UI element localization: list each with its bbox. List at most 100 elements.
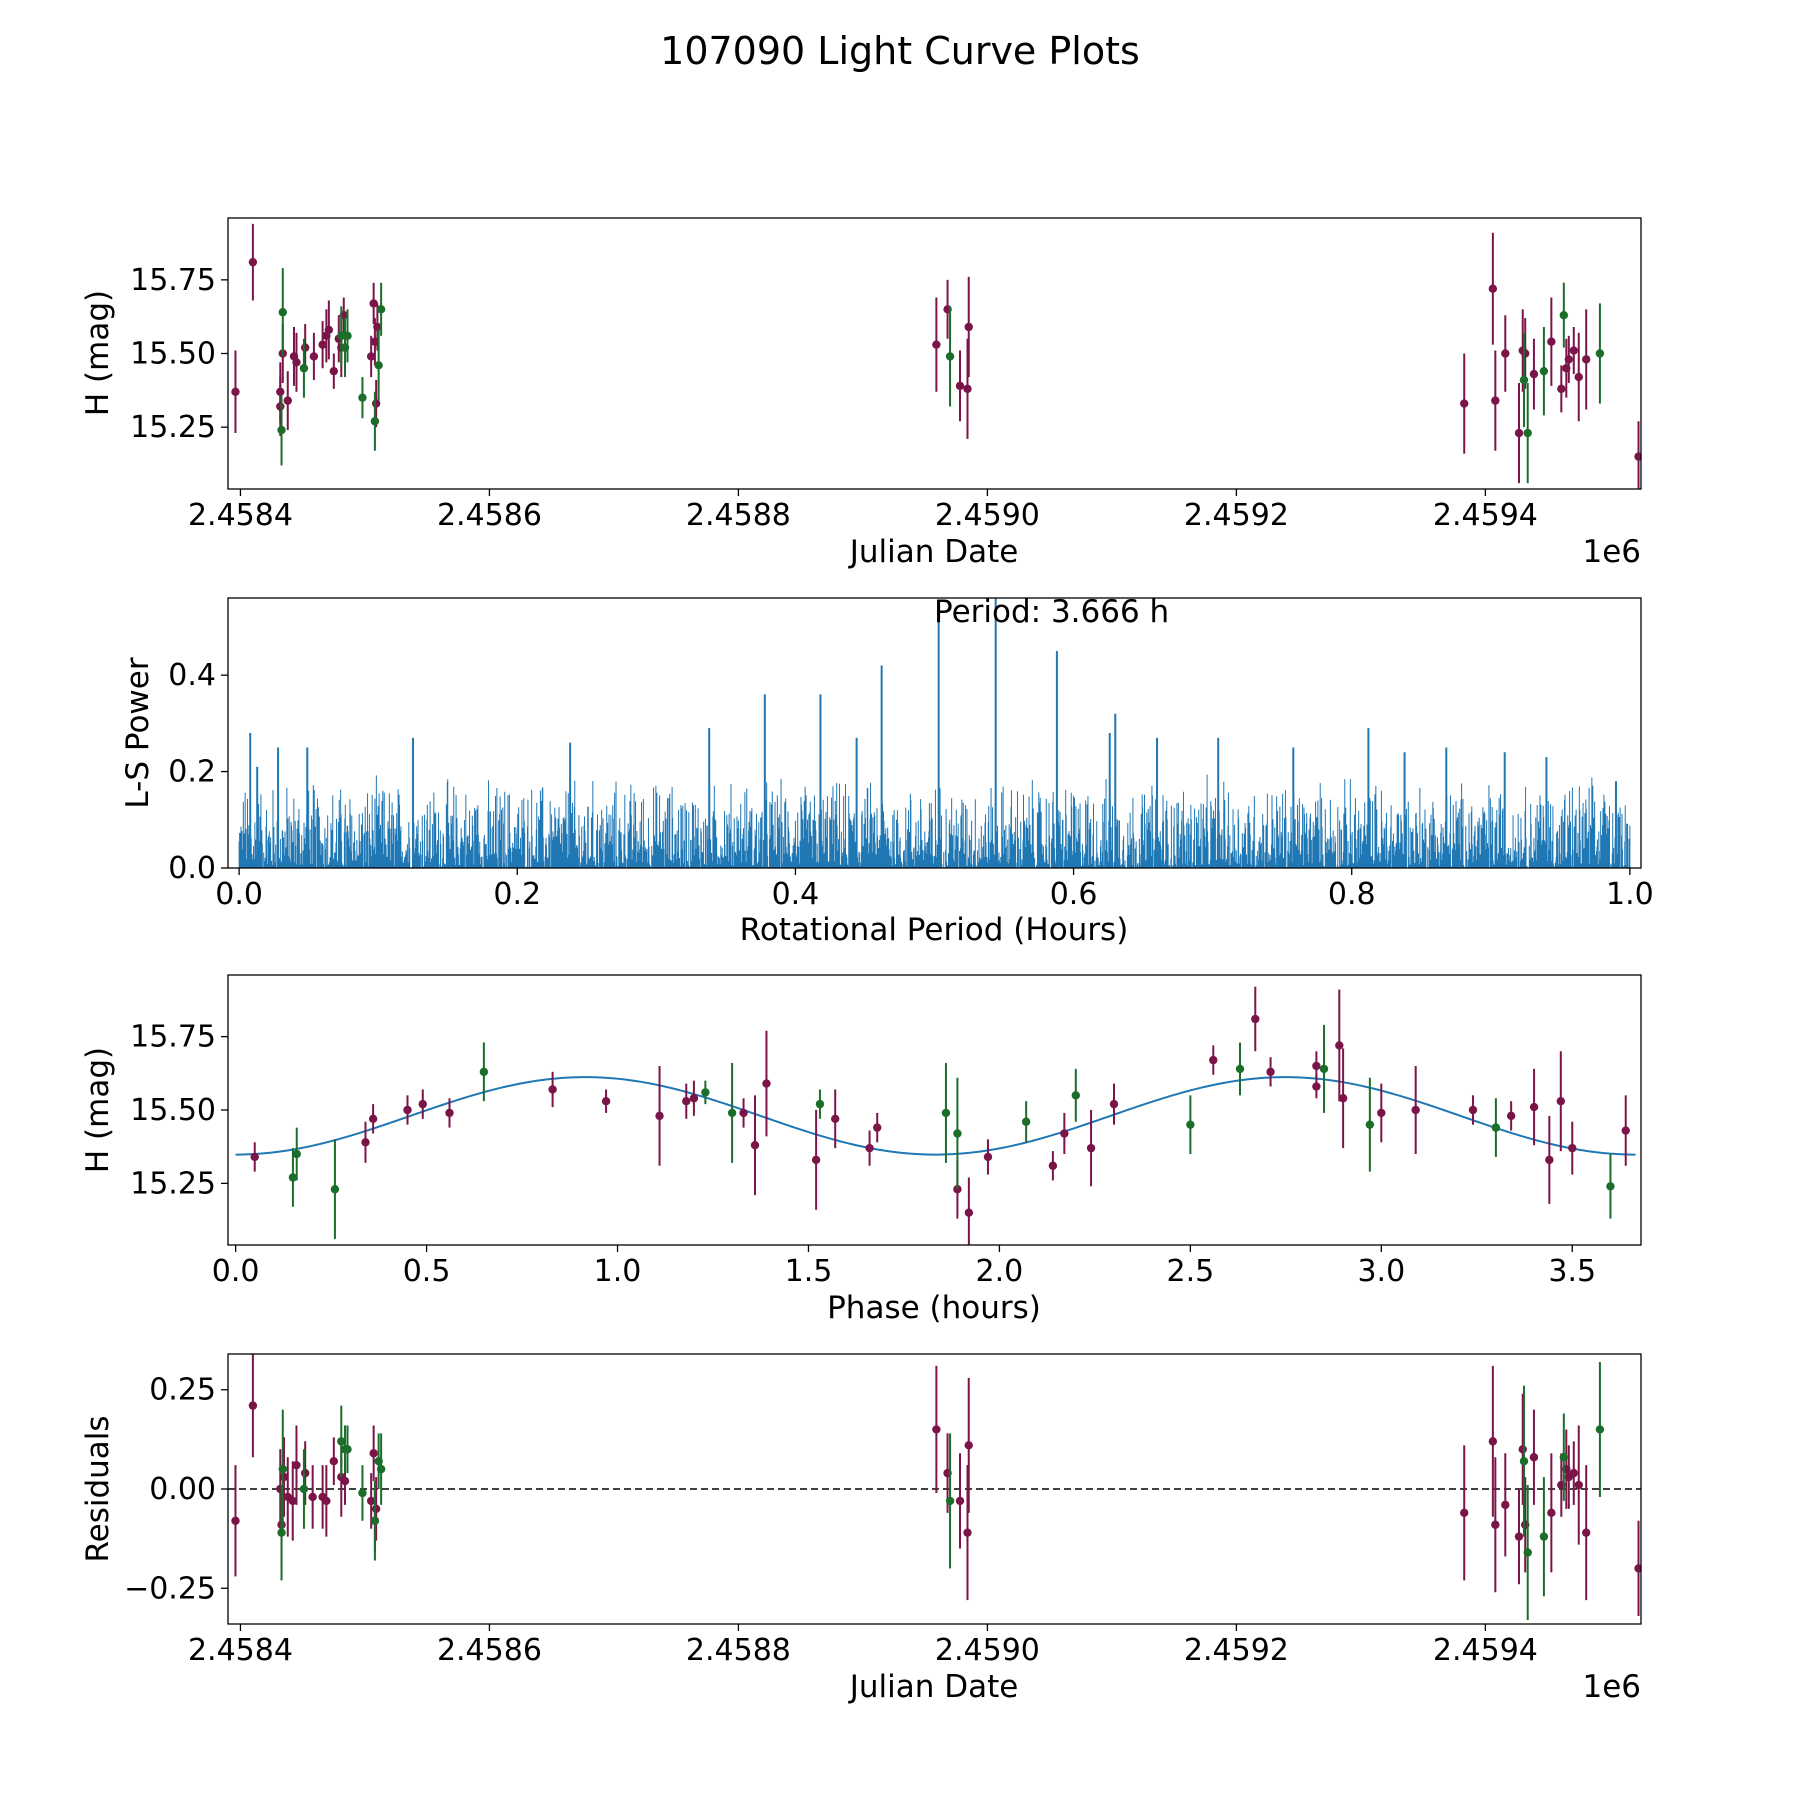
phased-point-red: [1048, 1161, 1058, 1170]
residuals-point-red: [1491, 1520, 1500, 1529]
residuals-point-green: [1539, 1532, 1549, 1541]
phased-ytick-label: 15.25: [130, 1166, 216, 1201]
residuals-point-red: [322, 1496, 331, 1506]
phased-point-red: [1266, 1067, 1275, 1077]
lightcurve-point-red: [1491, 396, 1500, 405]
figure-title: 107090 Light Curve Plots: [660, 29, 1140, 73]
residuals-xtick-label: 2.4592: [1184, 1633, 1289, 1668]
lightcurve-point-red: [1569, 346, 1578, 355]
phased-point-green: [1319, 1064, 1329, 1074]
phased-xtick-label: 3.5: [1548, 1254, 1596, 1289]
residuals-point-red: [1460, 1508, 1469, 1518]
phased-xtick-label: 0.0: [212, 1254, 260, 1289]
lightcurve-point-red: [371, 399, 381, 408]
periodogram-ylabel: L-S Power: [120, 657, 156, 808]
residuals-point-red: [369, 1449, 378, 1458]
phased-fit-curve: [235, 1076, 1636, 1156]
lightcurve-point-green: [1523, 428, 1532, 438]
lightcurve-point-red: [955, 381, 965, 391]
periodogram-ytick-label: 0.0: [168, 851, 216, 886]
phased-point-red: [1338, 1094, 1348, 1103]
lightcurve-xtick-label: 2.4586: [437, 498, 542, 533]
phased-point-green: [1186, 1120, 1195, 1129]
residuals-offset-label: 1e6: [1582, 1669, 1641, 1705]
phased-point-green: [1021, 1117, 1031, 1126]
lightcurve-point-red: [366, 352, 376, 361]
lightcurve-point-red: [300, 343, 310, 352]
phased-point-red: [1312, 1061, 1321, 1071]
periodogram-ytick-label: 0.2: [168, 755, 216, 790]
residuals-point-green: [1595, 1425, 1605, 1434]
lightcurve-point-red: [292, 358, 301, 367]
lightcurve-point-red: [1460, 399, 1469, 408]
phased-point-red: [964, 1208, 974, 1217]
residuals-point-green: [370, 1516, 380, 1525]
residuals-point-red: [1488, 1437, 1498, 1446]
phased-ylabel: H (mag): [80, 1047, 116, 1173]
residuals-point-red: [963, 1528, 972, 1537]
phased-point-red: [601, 1096, 611, 1106]
residuals-point-red: [1514, 1532, 1524, 1541]
phased-xtick-label: 3.0: [1357, 1254, 1405, 1289]
residuals-point-red: [248, 1401, 258, 1410]
periodogram-marks: [238, 598, 1631, 868]
periodogram-xlabel: Rotational Period (Hours): [740, 912, 1129, 948]
phased-point-red: [1312, 1082, 1321, 1091]
lightcurve-point-green: [1539, 366, 1549, 376]
residuals-xlabel: Julian Date: [848, 1669, 1019, 1705]
lightcurve-offset-label: 1e6: [1582, 534, 1641, 570]
phased-point-green: [479, 1067, 489, 1077]
phased-ytick-label: 15.50: [130, 1093, 216, 1128]
residuals-point-green: [1559, 1453, 1569, 1462]
lightcurve-panel: 2.4584 2.4586 2.4588 2.4590 2.4592 2.4594 15.2…: [80, 217, 1642, 570]
lightcurve-point-red: [231, 387, 240, 396]
residuals-ytick-label: 0.25: [149, 1373, 216, 1408]
residuals-point-green: [945, 1496, 955, 1506]
phased-point-red: [548, 1085, 557, 1094]
phased-point-green: [727, 1108, 737, 1118]
lightcurve-point-red: [1634, 452, 1641, 461]
lightcurve-point-green: [370, 417, 380, 426]
lightcurve-xtick-label: 2.4584: [188, 498, 293, 533]
phased-point-red: [1468, 1105, 1478, 1115]
phased-point-red: [1335, 1041, 1344, 1050]
phased-point-red: [831, 1114, 840, 1124]
phased-point-green: [292, 1149, 301, 1159]
phased-point-green: [953, 1129, 962, 1138]
residuals-ytick-label: −0.25: [124, 1571, 216, 1606]
residuals-xtick-label: 2.4590: [935, 1633, 1040, 1668]
phased-xtick-label: 1.5: [785, 1254, 833, 1289]
residuals-point-red: [340, 1476, 350, 1486]
lightcurve-point-green: [1595, 349, 1605, 358]
phased-point-red: [1377, 1108, 1386, 1118]
periodogram-xtick-label: 0.6: [1050, 877, 1098, 912]
residuals-point-red: [371, 1504, 381, 1514]
lightcurve-point-green: [337, 331, 346, 341]
residuals-ticks: 2.4584 2.4586 2.4588 2.4590 2.4592 2.4594 −0.2…: [124, 1373, 1538, 1668]
residuals-point-green: [299, 1484, 309, 1494]
lightcurve-ytick-label: 15.75: [130, 263, 216, 298]
lightcurve-point-red: [309, 352, 319, 361]
phased-point-red: [762, 1079, 771, 1088]
lightcurve-ytick-label: 15.50: [130, 337, 216, 372]
lightcurve-xtick-label: 2.4594: [1433, 498, 1538, 533]
lightcurve-point-red: [1521, 349, 1530, 358]
periodogram-xtick-label: 0.8: [1328, 877, 1376, 912]
phased-point-green: [1071, 1091, 1081, 1100]
phased-point-red: [361, 1138, 370, 1147]
phased-xtick-label: 0.5: [403, 1254, 451, 1289]
lightcurve-point-red: [324, 325, 334, 335]
lightcurve-point-green: [358, 393, 367, 402]
residuals-panel: 2.4584 2.4586 2.4588 2.4590 2.4592 2.4594 −0.2…: [80, 1353, 1642, 1705]
residuals-ylabel: Residuals: [80, 1415, 116, 1562]
phased-point-red: [873, 1123, 882, 1132]
periodogram-frame: [227, 597, 1642, 869]
lightcurve-point-green: [343, 331, 352, 341]
phased-panel: 0.0 0.5 1.0 1.5 2.0 2.5 3.0 3.515.2515.5015.75 …: [80, 974, 1642, 1326]
residuals-point-red: [1574, 1480, 1583, 1490]
residuals-point-green: [358, 1488, 367, 1498]
lightcurve-point-red: [932, 340, 941, 349]
phased-point-red: [739, 1108, 748, 1118]
phased-point-red: [953, 1185, 962, 1194]
